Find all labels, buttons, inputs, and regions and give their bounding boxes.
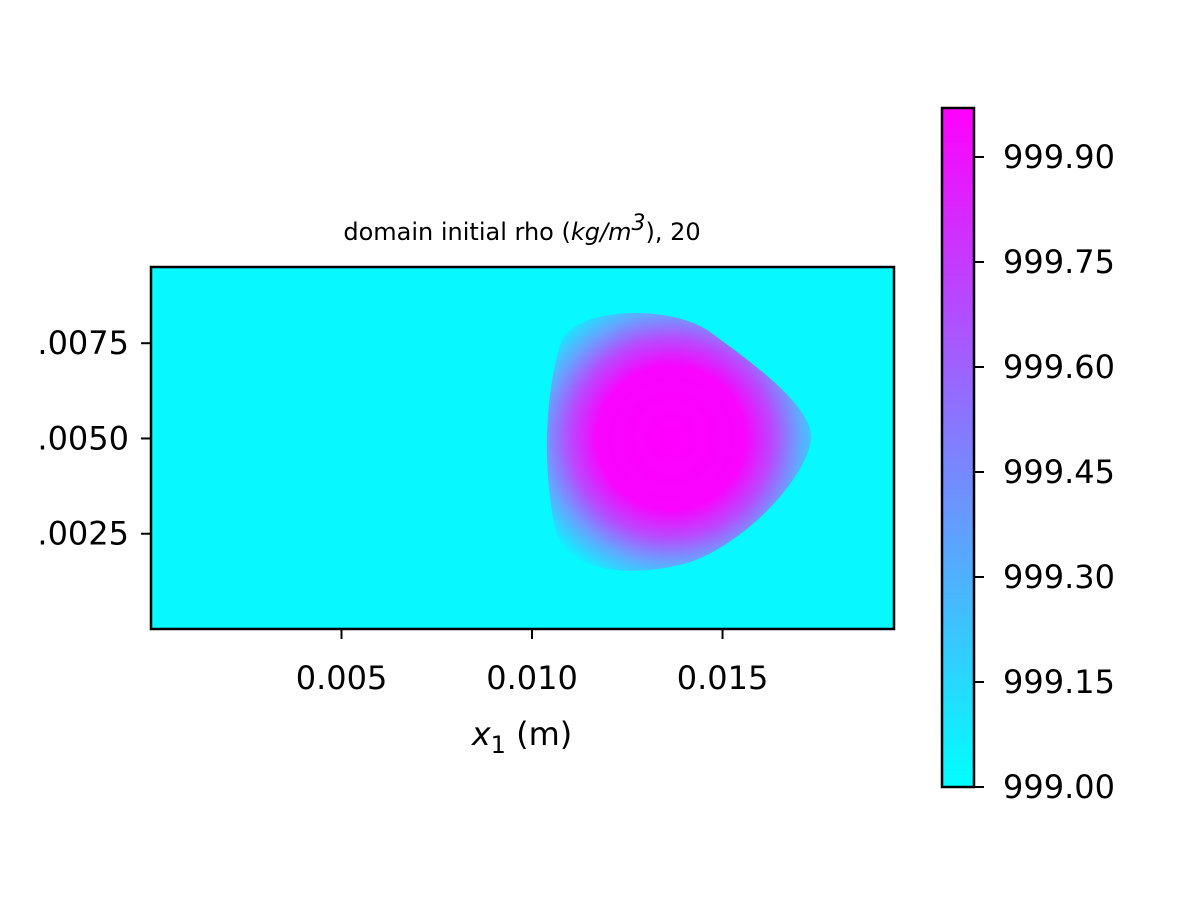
colorbar: 999.00 999.15 999.30 999.45 999.60 999.75 999.… [940, 106, 1115, 806]
x-tick-label: 0.015 [677, 659, 769, 697]
colorbar-tick-label: 999.15 [1003, 663, 1115, 701]
y-axis: .0025 .0050 .0075 [37, 324, 151, 553]
x-tick-label: 0.005 [296, 659, 388, 697]
colorbar-tick-label: 999.30 [1003, 558, 1115, 596]
y-tick-label: .0075 [37, 324, 129, 362]
plot-frame [149, 265, 896, 631]
x-tick-label: 0.010 [486, 659, 578, 697]
colorbar-tick-label: 999.90 [1003, 138, 1115, 176]
colorbar-tick-label: 999.45 [1003, 453, 1115, 491]
heatmap-plot-area [149, 265, 896, 631]
x-axis-label: x1 (m) [471, 715, 573, 759]
colorbar-ticks: 999.00 999.15 999.30 999.45 999.60 999.75 999.… [974, 138, 1115, 806]
y-tick-label: .0025 [37, 515, 129, 553]
chart-title: domain initial rho (kg/m3), 20 [343, 211, 700, 246]
density-peak-region [546, 313, 812, 571]
colorbar-tick-label: 999.00 [1003, 768, 1115, 806]
colorbar-tick-label: 999.75 [1003, 243, 1115, 281]
colorbar-gradient [940, 106, 976, 789]
x-axis: 0.005 0.010 0.015 [296, 629, 769, 697]
y-tick-label: .0050 [37, 419, 129, 457]
colorbar-tick-label: 999.60 [1003, 348, 1115, 386]
